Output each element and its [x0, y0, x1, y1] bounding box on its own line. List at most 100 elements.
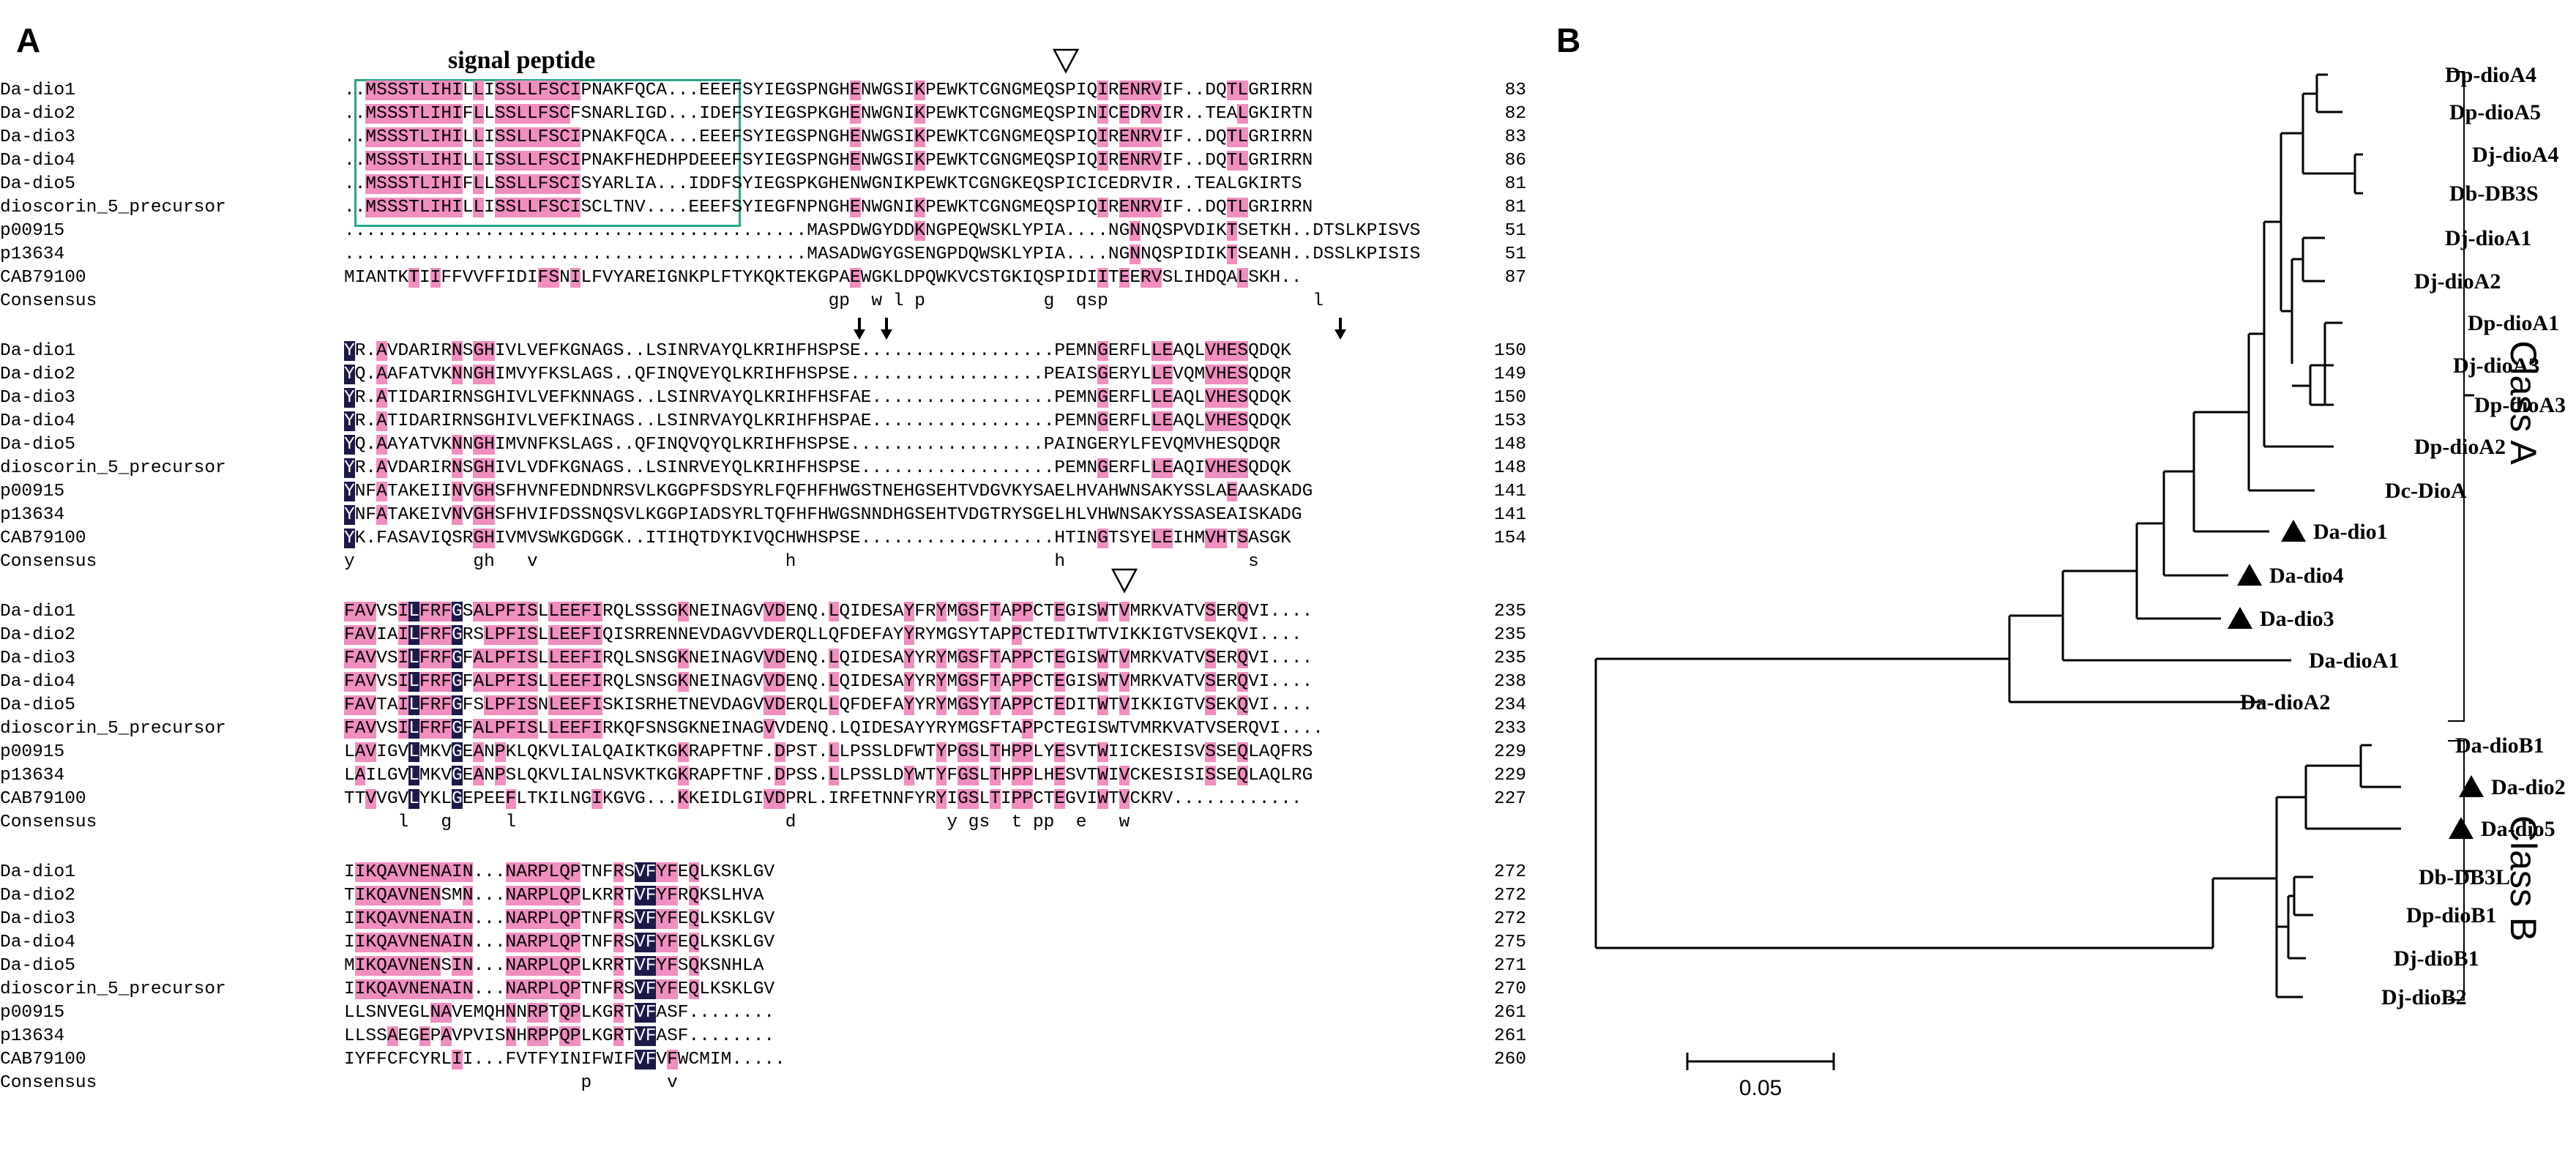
leaf-label: Da-dioB1: [2455, 733, 2545, 758]
sequence-residues: YNFATAKEIVNVGHSFHVIFDSSNQSVLKGGPIADSYRLT…: [344, 505, 1302, 525]
sequence-residues: MIKQAVNENSIN...NARPLQPLKRRTVFYFSQKSNHLA: [344, 956, 764, 976]
consensus-residues: gp w l p g qsp l: [344, 291, 1324, 311]
sequence-name: p00915: [0, 1003, 65, 1023]
sequence-position: 229: [1493, 766, 1526, 785]
leaf-label: Dj-dioA3: [2453, 354, 2539, 378]
sequence-position: 83: [1504, 81, 1526, 100]
sequence-name: dioscorin_5_precursor: [0, 719, 226, 739]
panel-a: A signal peptide Da-dio1 ..MSSSTLIHILLISS…: [0, 21, 1526, 1093]
sequence-residues: YNFATAKEIINVGHSFHVNFEDNDNRSVLKGGPFSDSYRL…: [344, 482, 1313, 501]
sequence-position: 272: [1493, 886, 1526, 906]
leaf-label: Db-DB3S: [2449, 182, 2539, 206]
sequence-position: 86: [1504, 151, 1526, 171]
sequence-name: Da-dio3: [0, 388, 75, 408]
sequence-position: 150: [1493, 341, 1526, 361]
sequence-position: 234: [1493, 695, 1526, 715]
sequence-position: 149: [1493, 365, 1526, 384]
sequence-residues: ..MSSSTLIHILLISSLLFSCIPNAKFQCA...EEEFSYI…: [344, 127, 1313, 147]
sequence-residues: LLSNVEGLNAVEMQHNNRPTQPLKGRTVFASF........: [344, 1003, 775, 1023]
triangle-marker-icon: [2228, 607, 2252, 629]
sequence-position: 272: [1493, 909, 1526, 929]
leaf-label: Dp-dioA4: [2445, 63, 2536, 87]
sequence-name: p00915: [0, 742, 65, 762]
leaf-label: Dp-dioA5: [2449, 100, 2541, 124]
leaf-label: Da-dioA1: [2309, 649, 2399, 673]
sequence-name: Da-dio3: [0, 127, 75, 147]
leaf-label: Dj-dioB1: [2394, 946, 2479, 971]
sequence-position: 150: [1493, 388, 1526, 408]
sequence-residues: IIKQAVNENAIN...NARPLQPTNFRSVFYFEQLKSKLGV: [344, 933, 775, 952]
leaf-label: Dj-dioA2: [2414, 269, 2501, 294]
sequence-name: Da-dio5: [0, 695, 75, 715]
triangle-marker-icon: [2449, 817, 2474, 839]
sequence-name: Da-dio3: [0, 649, 75, 668]
sequence-residues: YQ.AAFATVKNNGHIMVYFKSLAGS..QFINQVEYQLKRI…: [344, 365, 1291, 384]
sequence-position: 51: [1504, 244, 1526, 264]
consensus-residues: y gh v h h s: [344, 552, 1259, 572]
consensus-label: Consensus: [0, 813, 97, 832]
down-arrow-icon-2: [881, 318, 892, 340]
sequence-name: Da-dio5: [0, 174, 75, 194]
sequence-position: 51: [1504, 221, 1526, 241]
sequence-position: 235: [1493, 602, 1526, 621]
sequence-residues: IYFFCFCYRLII...FVTFYINIFWIFVFVFWCMIM....…: [344, 1050, 785, 1069]
leaf-label: Dp-dioA1: [2468, 311, 2559, 335]
sequence-position: 261: [1493, 1003, 1526, 1023]
sequence-residues: ..MSSSTLIHIFLLSSLLFSCISYARLIA...IDDFSYIE…: [344, 174, 1302, 194]
sequence-name: Da-dio2: [0, 625, 75, 645]
triangle-marker-icon: [2281, 520, 2306, 542]
consensus-residues: p v: [344, 1073, 678, 1093]
sequence-position: 271: [1493, 956, 1526, 976]
sequence-residues: FAVVSILFRFGFALPFISLLEEFIRQLSNSGKNEINAGVV…: [344, 649, 1313, 668]
panel-a-label: A: [16, 21, 41, 59]
sequence-residues: ........................................…: [344, 221, 1421, 241]
sequence-name: Da-dio1: [0, 81, 75, 100]
triangle-marker-1: [1052, 48, 1080, 74]
sequence-position: 141: [1493, 482, 1526, 501]
down-arrow-icon-1: [854, 318, 865, 340]
class-a-bracket: [2448, 71, 2465, 722]
down-arrow-icon-3: [1334, 318, 1346, 340]
leaf-label: Dj-dioA1: [2445, 226, 2531, 250]
sequence-residues: MIANTKTIIFFVVFFIDIFSNILFVYAREIGNKPLFTYKQ…: [344, 268, 1302, 288]
leaf-label: Dj-dioA4: [2472, 143, 2558, 167]
sequence-position: 81: [1504, 174, 1526, 194]
sequence-name: p00915: [0, 221, 65, 241]
leaf-label: Dp-dioA2: [2414, 435, 2506, 459]
sequence-position: 227: [1493, 789, 1526, 809]
sequence-position: 148: [1493, 435, 1526, 455]
sequence-position: 270: [1493, 979, 1526, 999]
leaf-label: Da-dio3: [2260, 607, 2334, 631]
sequence-residues: FAVIAILFRFGRSLPFISLLEEFIQISRRENNEVDAGVVD…: [344, 625, 1302, 645]
leaf-label: Da-dioA2: [2240, 690, 2330, 714]
sequence-position: 229: [1493, 742, 1526, 762]
sequence-name: Da-dio2: [0, 104, 75, 124]
sequence-position: 82: [1504, 104, 1526, 124]
sequence-residues: FAVVSILFRFGFALPFISLLEEFIRQLSNSGKNEINAGVV…: [344, 672, 1313, 692]
leaf-label: Dp-dioA3: [2474, 393, 2566, 417]
sequence-position: 272: [1493, 862, 1526, 882]
sequence-position: 81: [1504, 198, 1526, 217]
sequence-position: 141: [1493, 505, 1526, 525]
panel-b-label: B: [1556, 21, 1581, 59]
sequence-residues: FAVTAILFRFGFSLPFISNLEEFISKISRHETNEVDAGVV…: [344, 695, 1313, 715]
signal-peptide-box: [354, 79, 741, 227]
sequence-residues: ..MSSSTLIHILLISSLLFSCIPNAKFQCA...EEEFSYI…: [344, 81, 1313, 100]
consensus-label: Consensus: [0, 552, 97, 572]
triangle-marker-icon: [2459, 775, 2484, 797]
sequence-residues: YR.ATIDARIRNSGHIVLVEFKNNAGS..LSINRVAYQLK…: [344, 388, 1291, 408]
leaf-label: Dj-dioB2: [2381, 985, 2467, 1009]
sequence-name: Da-dio2: [0, 365, 75, 384]
sequence-position: 261: [1493, 1026, 1526, 1046]
consensus-residues: l g l d y gs t pp e w: [344, 813, 1130, 832]
scale-label: 0.05: [1739, 1076, 1782, 1100]
leaf-label: Da-dio2: [2491, 775, 2566, 799]
sequence-name: Da-dio5: [0, 435, 75, 455]
sequence-name: p00915: [0, 482, 65, 501]
consensus-label: Consensus: [0, 291, 97, 311]
sequence-name: Da-dio4: [0, 411, 75, 431]
sequence-position: 153: [1493, 411, 1526, 431]
sequence-name: Da-dio3: [0, 909, 75, 929]
sequence-residues: IIKQAVNENAIN...NARPLQPTNFRSVFYFEQLKSKLGV: [344, 862, 775, 882]
sequence-name: Da-dio2: [0, 886, 75, 906]
